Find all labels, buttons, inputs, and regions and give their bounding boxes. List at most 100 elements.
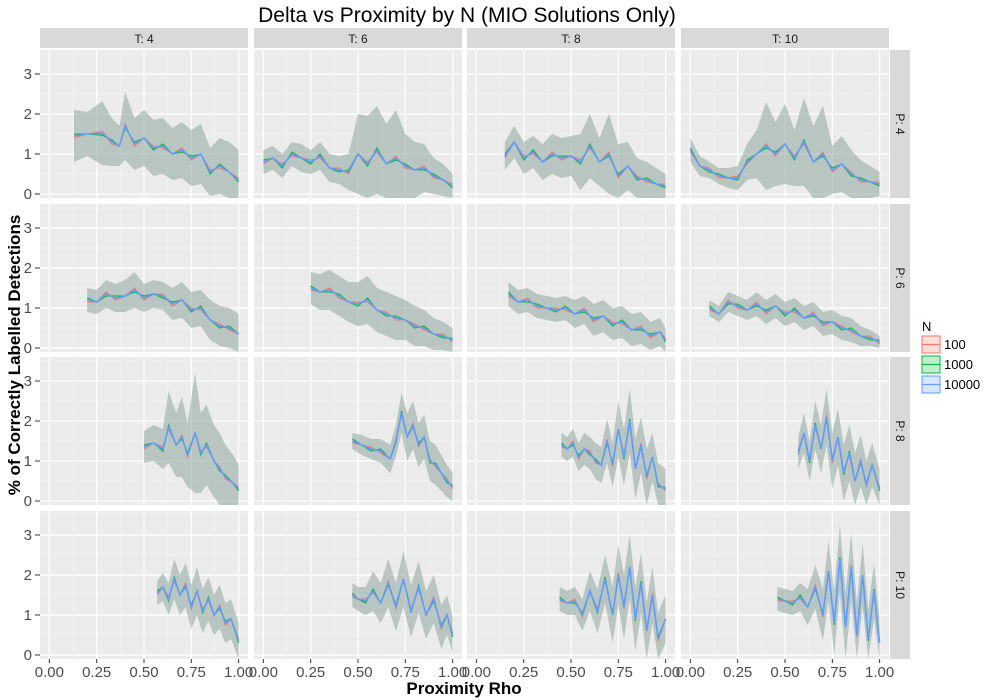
panel bbox=[681, 357, 889, 505]
series-line-1000 bbox=[708, 303, 880, 341]
confidence-band bbox=[87, 272, 239, 352]
y-tick-label: 0 bbox=[24, 340, 32, 357]
x-tick-label: 0.50 bbox=[129, 664, 158, 681]
y-tick-label: 3 bbox=[24, 220, 32, 237]
confidence-band bbox=[777, 525, 880, 659]
row-strip bbox=[890, 50, 910, 198]
panel bbox=[467, 511, 675, 659]
series-line-10000 bbox=[561, 420, 666, 490]
series-line-100 bbox=[561, 422, 667, 492]
x-tick-label: 1.00 bbox=[651, 664, 680, 681]
x-tick-label: 0.25 bbox=[82, 664, 111, 681]
y-tick-label: 1 bbox=[24, 146, 32, 163]
x-tick-label: 0.50 bbox=[770, 664, 799, 681]
y-tick-label: 2 bbox=[24, 413, 32, 430]
panel bbox=[40, 511, 248, 659]
series-line-10000 bbox=[143, 424, 240, 490]
y-axis: 0 1 2 3 0 1 2 3 0 1 2 3 0 1 2 3 bbox=[24, 66, 40, 664]
x-tick-label: 0.75 bbox=[604, 664, 633, 681]
column-strip bbox=[254, 28, 462, 48]
x-tick-label: 1.00 bbox=[438, 664, 467, 681]
y-tick-label: 1 bbox=[24, 607, 32, 624]
y-tick-label: 1 bbox=[24, 300, 32, 317]
legend-label: 10000 bbox=[944, 377, 980, 392]
x-tick-label: 0.50 bbox=[556, 664, 585, 681]
y-tick-label: 0 bbox=[24, 186, 32, 203]
column-strip-label: T: 4 bbox=[134, 32, 154, 46]
x-tick-label: 0.75 bbox=[818, 664, 847, 681]
panel bbox=[254, 50, 462, 198]
confidence-band bbox=[504, 114, 666, 198]
y-tick-label: 2 bbox=[24, 106, 32, 123]
y-tick-label: 3 bbox=[24, 373, 32, 390]
column-strip bbox=[681, 28, 889, 48]
panel bbox=[467, 50, 675, 198]
confidence-band bbox=[263, 106, 453, 198]
column-strip bbox=[40, 28, 248, 48]
legend-entry: 100 bbox=[921, 335, 966, 354]
y-tick-label: 3 bbox=[24, 66, 32, 83]
panel bbox=[467, 357, 675, 505]
y-axis-title: % of Correctly Labelled Detections bbox=[5, 215, 24, 496]
row-strip bbox=[890, 357, 910, 505]
y-tick-label: 3 bbox=[24, 527, 32, 544]
y-tick-label: 2 bbox=[24, 567, 32, 584]
x-axis-title: Proximity Rho bbox=[406, 679, 521, 698]
panel bbox=[681, 204, 889, 352]
confidence-band bbox=[690, 98, 880, 198]
x-tick-label: 0.00 bbox=[462, 664, 491, 681]
row-strip-label: P: 6 bbox=[893, 267, 907, 289]
legend-entry: 1000 bbox=[921, 355, 973, 374]
series-line-10000 bbox=[351, 578, 454, 636]
column-strip bbox=[467, 28, 675, 48]
panel bbox=[467, 204, 675, 352]
series-line-10000 bbox=[87, 289, 240, 335]
confidence-band bbox=[352, 551, 453, 653]
panel bbox=[40, 50, 248, 198]
x-tick-label: 0.25 bbox=[509, 664, 538, 681]
x-tick-label: 0.75 bbox=[391, 664, 420, 681]
column-strip-label: T: 8 bbox=[561, 32, 581, 46]
column-strip-label: T: 6 bbox=[348, 32, 368, 46]
panel bbox=[681, 511, 889, 659]
x-tick-label: 0.00 bbox=[35, 664, 64, 681]
column-strip-label: T: 10 bbox=[772, 32, 798, 46]
facet-panels bbox=[40, 50, 889, 659]
panel bbox=[254, 204, 462, 352]
panel bbox=[254, 511, 462, 659]
panel bbox=[681, 50, 889, 198]
series-line-10000 bbox=[263, 148, 454, 187]
x-tick-label: 0.00 bbox=[676, 664, 705, 681]
panel bbox=[40, 204, 248, 352]
series-line-10000 bbox=[504, 140, 666, 187]
series-line-10000 bbox=[559, 566, 667, 640]
x-tick-label: 0.75 bbox=[177, 664, 206, 681]
y-tick-label: 0 bbox=[24, 647, 32, 664]
row-strip-label: P: 10 bbox=[893, 571, 907, 599]
confidence-band bbox=[559, 535, 666, 659]
series-line-10000 bbox=[507, 293, 667, 341]
legend: N 100 1000 10000 bbox=[921, 319, 980, 394]
series-line-10000 bbox=[797, 416, 881, 490]
series-line-100 bbox=[709, 299, 880, 345]
series-line-10000 bbox=[73, 123, 240, 181]
x-tick-label: 1.00 bbox=[224, 664, 253, 681]
panel bbox=[254, 357, 462, 505]
series-line-10000 bbox=[310, 287, 453, 341]
y-tick-label: 0 bbox=[24, 493, 32, 510]
x-axis: 0.00 0.25 0.50 0.75 1.000.00 0.25 0.50 0.75 1.00… bbox=[35, 659, 894, 681]
series-line-10000 bbox=[777, 558, 881, 644]
legend-label: 100 bbox=[944, 337, 966, 352]
confidence-band bbox=[157, 559, 239, 659]
legend-title: N bbox=[922, 319, 931, 334]
row-strip-label: P: 8 bbox=[893, 420, 907, 442]
confidence-band bbox=[508, 282, 666, 352]
legend-entry: 10000 bbox=[921, 375, 980, 394]
facet-strips: T: 4 T: 6 T: 8 T: 10 P: 4 P: 6 P: 8 P: 10 bbox=[40, 28, 910, 659]
x-tick-label: 0.25 bbox=[296, 664, 325, 681]
legend-label: 1000 bbox=[944, 357, 973, 372]
row-strip bbox=[890, 511, 910, 659]
series-line-10000 bbox=[351, 412, 454, 488]
series-line-10000 bbox=[708, 301, 880, 343]
